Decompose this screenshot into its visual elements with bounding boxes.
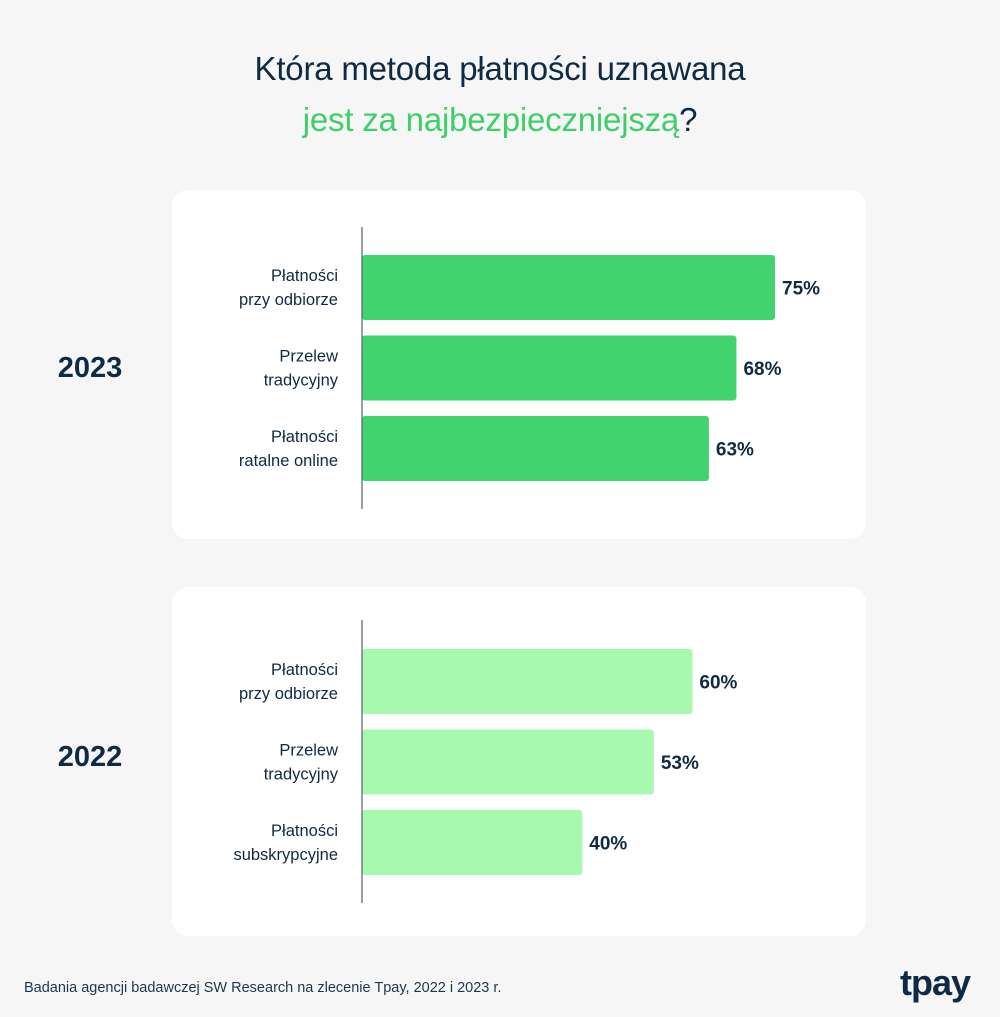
year-label-2023: 2023 [57, 352, 123, 384]
category-label-2022-2-line2: tradycyjny [264, 766, 339, 784]
category-label-2023-2-line1: Przelew [279, 348, 338, 366]
value-label-2023-3: 63% [716, 440, 754, 461]
bar-2023-2 [362, 335, 737, 401]
chart-title-accent: jest za najbezpieczniejszą [302, 101, 680, 138]
category-label-2023-1-line1: Płatności [271, 267, 338, 285]
value-label-2023-1: 75% [782, 279, 820, 300]
tpay-logo: tpay [900, 962, 971, 1003]
bar-2023-3 [362, 416, 709, 481]
category-label-2023-2-line2: tradycyjny [264, 372, 339, 390]
value-label-2022-3: 40% [589, 834, 627, 855]
bar-2023-1 [362, 255, 775, 320]
category-label-2023-1-line2: przy odbiorze [239, 291, 338, 309]
category-label-2022-3-line2: subskrypcyjne [233, 846, 338, 864]
chart-title-tail: ? [679, 101, 698, 138]
year-label-2022: 2022 [57, 741, 123, 773]
source-footnote: Badania agencji badawczej SW Research na… [24, 980, 502, 996]
value-label-2023-2: 68% [743, 359, 781, 380]
bar-2022-2 [362, 729, 654, 795]
category-label-2022-1-line2: przy odbiorze [239, 685, 338, 703]
bar-2022-1 [362, 649, 693, 714]
value-label-2022-1: 60% [699, 673, 737, 694]
bar-2022-3 [362, 810, 583, 875]
category-label-2023-3-line2: ratalne online [239, 452, 338, 470]
category-label-2023-3-line1: Płatności [271, 428, 338, 446]
value-label-2022-2: 53% [661, 753, 699, 774]
category-label-2022-1-line1: Płatności [271, 661, 338, 679]
category-label-2022-3-line1: Płatności [271, 822, 338, 840]
category-label-2022-2-line1: Przelew [279, 742, 338, 760]
chart-title-line1: Która metoda płatności uznawana [254, 50, 746, 87]
chart-title-line2: jest za najbezpieczniejszą? [0, 101, 1000, 139]
